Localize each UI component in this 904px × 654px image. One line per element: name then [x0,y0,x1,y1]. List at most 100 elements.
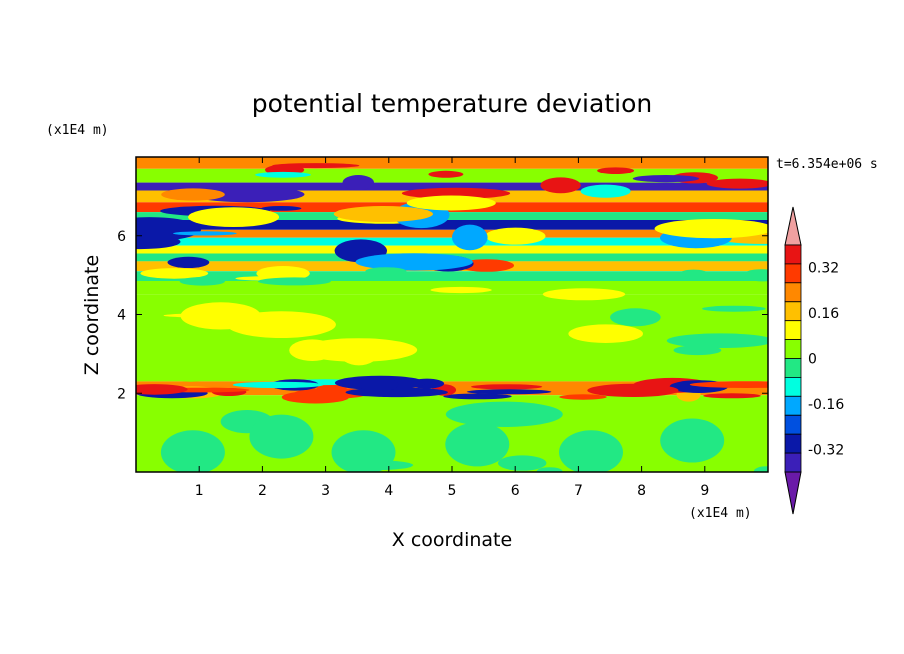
colorbar-label: -0.16 [808,397,844,413]
field-band [136,212,768,220]
field-feature [261,206,302,211]
field-feature [706,178,768,189]
x-unit-label: (x1E4 m) [689,506,752,521]
field-band [136,271,768,281]
field-band [136,229,768,238]
colorbar-label: 0.16 [808,306,839,322]
field-feature [188,207,280,228]
colorbar-segment [784,452,802,473]
field-band [136,237,768,246]
colorbar-label: 0.32 [808,261,839,277]
x-tick-label: 9 [700,483,709,499]
field-feature [401,187,511,199]
field-feature [559,430,623,472]
field-feature [232,381,324,389]
field-feature [610,308,661,327]
chart-title: potential temperature deviation [252,89,652,118]
colorbar: 0.32 0.16 0 -0.16 -0.32 [784,206,844,515]
colorbar-bottom-arrow [784,471,802,515]
colorbar-segment [784,339,802,359]
field-feature [180,302,261,330]
field-feature [331,430,396,472]
field-feature [358,377,399,392]
field-feature [685,274,718,281]
field-band [136,245,768,254]
y-axis: 2 4 6 [117,229,768,402]
field-band [136,220,768,230]
field-feature [559,394,607,400]
field-feature [632,175,700,183]
field-feature [689,381,768,388]
field-feature [198,264,282,271]
field-feature [299,338,418,362]
field-feature [568,324,643,344]
colorbar-label: 0 [808,352,817,368]
field-feature [333,206,433,222]
colorbar-segment [784,282,802,303]
field-feature [452,224,488,251]
colorbar-segment [784,414,802,435]
field-features [136,157,768,472]
field-feature [445,422,510,467]
field-feature [256,266,310,281]
field-feature [190,186,305,203]
field-feature [406,195,496,211]
field-band [136,182,768,191]
field-feature [702,305,766,312]
colorbar-segment [784,244,802,265]
colorbar-top-arrow [784,206,802,246]
field-feature [536,467,563,472]
field-feature [365,267,407,276]
field-feature [587,383,679,397]
x-tick-label: 1 [195,483,204,499]
field-feature [703,393,761,399]
x-axis: 1 2 3 4 5 6 7 8 9 [195,157,709,499]
field-feature [673,345,722,356]
field-feature [173,231,237,236]
field-feature [443,393,512,400]
field-feature [597,167,635,174]
field-feature [485,227,546,245]
colorbar-segment [784,358,802,378]
field-feature [694,157,768,167]
field-feature [249,414,314,459]
field-feature [754,466,768,472]
y-tick-label: 4 [117,308,126,324]
field-feature [136,384,188,395]
field-feature [466,389,552,395]
colorbar-segment [784,433,802,454]
x-tick-label: 5 [448,483,457,499]
field-feature [257,277,331,286]
field-feature [255,171,311,178]
time-label: t=6.354e+06 s [776,157,878,172]
field-feature [161,188,225,201]
field-feature [469,323,506,337]
field-feature [580,184,631,198]
field-feature [179,277,225,286]
field-feature [510,245,570,252]
field-feature [430,286,492,294]
plot-area [136,157,768,472]
field-feature [140,268,209,279]
y-axis-label: Z coordinate [81,255,103,375]
field-feature [281,390,349,404]
field-feature [666,333,768,348]
colorbar-segment [784,263,802,284]
field-feature [355,253,473,271]
y-unit-label: (x1E4 m) [46,123,109,138]
field-feature [136,217,202,242]
field-feature [395,157,438,164]
field-feature [540,177,581,194]
colorbar-segment [784,320,802,341]
field-feature [445,401,563,427]
field-feature [428,170,464,178]
field-feature [342,175,375,191]
y-tick-label: 2 [117,386,126,402]
field-feature [730,420,768,431]
field-feature [160,355,222,382]
field-feature [654,219,768,239]
field-feature [471,384,543,390]
field-feature [498,455,547,471]
colorbar-label: -0.32 [808,442,844,458]
